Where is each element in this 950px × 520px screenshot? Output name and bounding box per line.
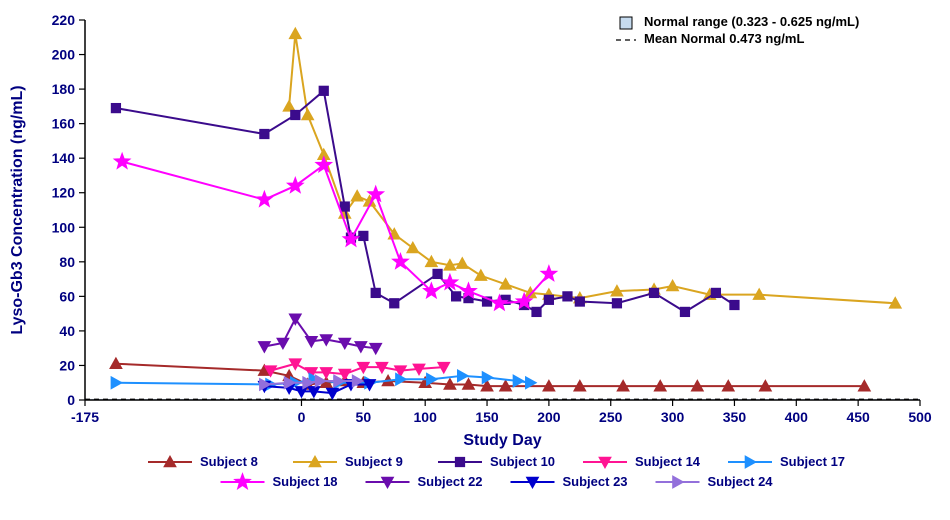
x-tick-label: 50 — [356, 409, 372, 425]
y-tick-label: 80 — [59, 254, 75, 270]
x-axis-label: Study Day — [463, 432, 541, 449]
legend-item-label: Subject 22 — [418, 474, 483, 489]
x-tick-label: 0 — [298, 409, 306, 425]
y-tick-label: 20 — [59, 357, 75, 373]
y-axis-label: Lyso-Gb3 Concentration (ng/mL) — [9, 85, 26, 334]
x-tick-label: 100 — [414, 409, 438, 425]
x-tick-label: 400 — [785, 409, 809, 425]
y-tick-label: 0 — [67, 392, 75, 408]
x-tick-label: 150 — [475, 409, 499, 425]
legend-item-label: Subject 23 — [563, 474, 628, 489]
y-tick-label: 100 — [52, 219, 76, 235]
legend-item-label: Subject 8 — [200, 454, 258, 469]
y-tick-label: 140 — [52, 150, 76, 166]
legend-item-label: Subject 10 — [490, 454, 555, 469]
x-tick-label: 250 — [599, 409, 623, 425]
legend-top-label: Normal range (0.323 - 0.625 ng/mL) — [644, 14, 859, 29]
y-tick-label: 60 — [59, 288, 75, 304]
y-tick-label: 120 — [52, 185, 76, 201]
chart-svg: 020406080100120140160180200220-175050100… — [0, 0, 950, 520]
legend-item-label: Subject 18 — [273, 474, 338, 489]
legend-item-label: Subject 14 — [635, 454, 701, 469]
legend-top-label: Mean Normal 0.473 ng/mL — [644, 31, 804, 46]
x-tick-label: 500 — [908, 409, 932, 425]
legend-item-label: Subject 9 — [345, 454, 403, 469]
y-tick-label: 220 — [52, 12, 76, 28]
x-tick-label: 350 — [723, 409, 747, 425]
y-tick-label: 40 — [59, 323, 75, 339]
x-tick-label: 200 — [537, 409, 561, 425]
legend-item-label: Subject 24 — [708, 474, 774, 489]
legend-item-label: Subject 17 — [780, 454, 845, 469]
y-tick-label: 160 — [52, 116, 76, 132]
y-tick-label: 180 — [52, 81, 76, 97]
x-tick-label: 450 — [846, 409, 870, 425]
chart-container: 020406080100120140160180200220-175050100… — [0, 0, 950, 520]
y-tick-label: 200 — [52, 47, 76, 63]
x-tick-label: -175 — [71, 409, 99, 425]
x-tick-label: 300 — [661, 409, 685, 425]
